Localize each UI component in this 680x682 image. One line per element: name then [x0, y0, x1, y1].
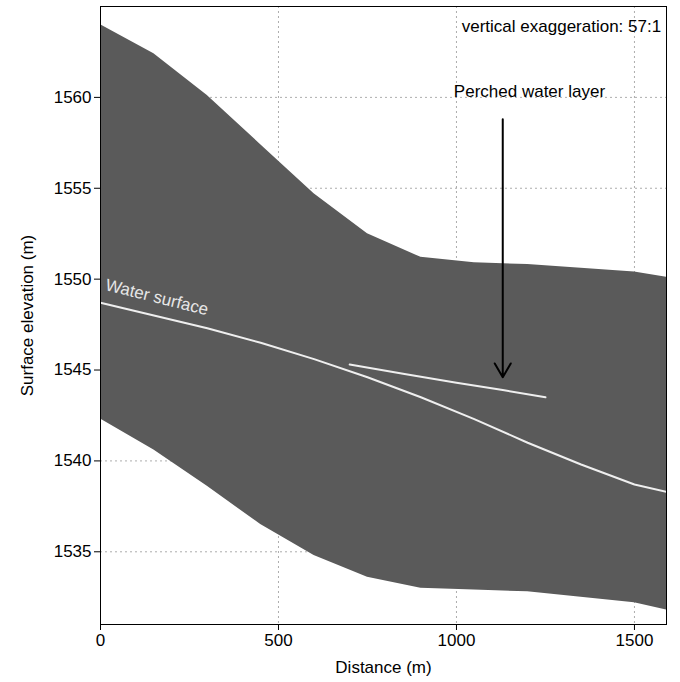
- svg-text:1555: 1555: [54, 179, 92, 198]
- svg-text:1500: 1500: [616, 631, 654, 650]
- svg-text:Surface elevation (m): Surface elevation (m): [18, 235, 37, 397]
- svg-text:1550: 1550: [54, 270, 92, 289]
- svg-text:vertical exaggeration: 57:1: vertical exaggeration: 57:1: [462, 17, 661, 36]
- svg-text:1560: 1560: [54, 88, 92, 107]
- svg-text:0: 0: [96, 631, 105, 650]
- svg-text:1540: 1540: [54, 451, 92, 470]
- svg-text:Perched water layer: Perched water layer: [454, 82, 606, 101]
- svg-text:Distance (m): Distance (m): [335, 658, 431, 677]
- svg-text:Water surface: Water surface: [104, 275, 211, 319]
- svg-text:1545: 1545: [54, 360, 92, 379]
- svg-text:1000: 1000: [438, 631, 476, 650]
- svg-text:1535: 1535: [54, 542, 92, 561]
- svg-text:500: 500: [264, 631, 292, 650]
